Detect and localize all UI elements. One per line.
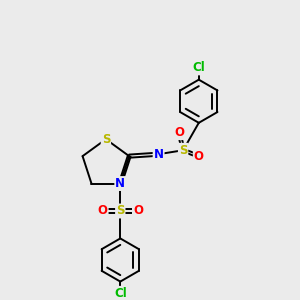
Text: Cl: Cl xyxy=(192,61,205,74)
Text: S: S xyxy=(116,205,124,218)
Text: O: O xyxy=(174,126,184,139)
Text: S: S xyxy=(179,144,188,157)
Text: N: N xyxy=(115,177,125,190)
Text: O: O xyxy=(194,150,204,163)
Text: S: S xyxy=(102,133,110,146)
Text: O: O xyxy=(98,205,108,218)
Text: Cl: Cl xyxy=(114,287,127,300)
Text: N: N xyxy=(154,148,164,161)
Text: O: O xyxy=(133,205,143,218)
